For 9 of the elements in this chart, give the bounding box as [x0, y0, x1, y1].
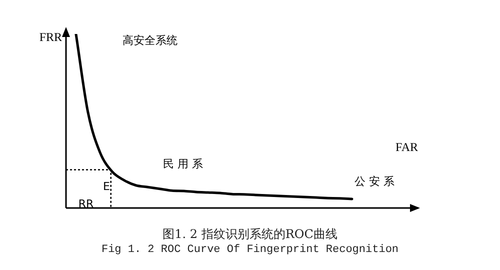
annotation: 公 安 系: [354, 174, 395, 188]
annotation: 民 用 系: [162, 157, 203, 170]
text: 图1. 2 指纹识别系统的ROC曲线: [162, 226, 338, 243]
y-axis-title: FRR: [39, 30, 62, 44]
annotation: RR: [78, 197, 94, 210]
x-axis-title: FAR: [396, 140, 418, 154]
text: Fig 1. 2 ROC Curve Of Fingerprint Recognition: [100, 244, 400, 256]
annotation: 高安全系统: [122, 34, 178, 47]
annotation: E: [102, 180, 110, 193]
